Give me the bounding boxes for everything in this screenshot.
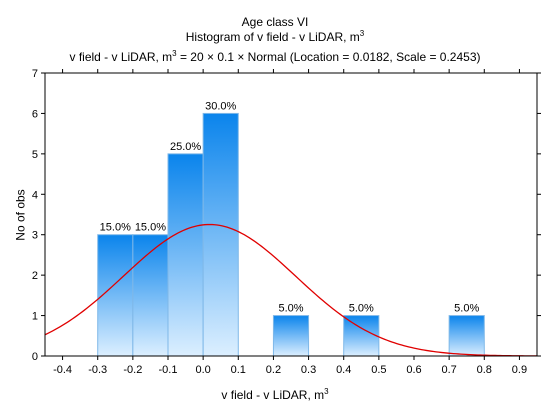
- x-tick-label-13: 0.9: [512, 364, 527, 376]
- histogram-bar-4: [272, 315, 310, 357]
- x-tick-label-8: 0.4: [336, 364, 351, 376]
- x-axis-label: v field - v LiDAR, m3: [221, 387, 329, 403]
- x-tick-label-9: 0.5: [371, 364, 386, 376]
- x-tick-label-0: -0.4: [53, 364, 72, 376]
- x-tick-label-12: 0.8: [477, 364, 492, 376]
- bar-percent-label-6: 5.0%: [454, 303, 479, 315]
- y-tick-label-6: 6: [32, 108, 38, 120]
- bar-percent-label-4: 5.0%: [278, 303, 303, 315]
- y-tick-label-3: 3: [32, 230, 38, 242]
- x-tick-label-10: 0.6: [406, 364, 421, 376]
- histogram-bar-1: [132, 234, 169, 357]
- bar-percent-label-3: 30.0%: [205, 100, 236, 112]
- y-tick-label-7: 7: [32, 68, 38, 80]
- chart-fit-description: v field - v LiDAR, m3 = 20 × 0.1 × Norma…: [69, 49, 481, 65]
- bar-percent-label-2: 25.0%: [170, 141, 201, 153]
- bar-percent-label-5: 5.0%: [349, 303, 374, 315]
- x-tick-label-4: 0.0: [195, 364, 210, 376]
- histogram-bar-5: [343, 315, 380, 357]
- y-tick-label-5: 5: [32, 149, 38, 161]
- plot-frame: [44, 72, 538, 357]
- y-axis-label: No of obs: [13, 188, 28, 241]
- x-tick-label-1: -0.3: [88, 364, 107, 376]
- x-tick-label-7: 0.3: [301, 364, 316, 376]
- x-tick-label-5: 0.1: [231, 364, 246, 376]
- histogram-bar-3: [202, 112, 239, 357]
- bar-percent-label-1: 15.0%: [135, 222, 166, 234]
- x-tick-label-3: -0.1: [159, 364, 178, 376]
- histogram-bar-2: [167, 153, 204, 357]
- y-tick-label-1: 1: [32, 311, 38, 323]
- chart-title: Age class VI: [241, 15, 309, 29]
- chart-subtitle: Histogram of v field - v LiDAR, m3: [185, 29, 365, 45]
- histogram-bar-0: [97, 234, 134, 357]
- y-tick-label-0: 0: [32, 351, 38, 363]
- bar-percent-label-0: 15.0%: [100, 222, 131, 234]
- normal-fit-curve: [44, 223, 538, 357]
- x-tick-label-2: -0.2: [123, 364, 142, 376]
- y-tick-label-2: 2: [32, 270, 38, 282]
- y-tick-label-4: 4: [32, 189, 38, 201]
- x-tick-label-6: 0.2: [266, 364, 281, 376]
- x-tick-label-11: 0.7: [441, 364, 456, 376]
- histogram-bar-6: [448, 315, 485, 357]
